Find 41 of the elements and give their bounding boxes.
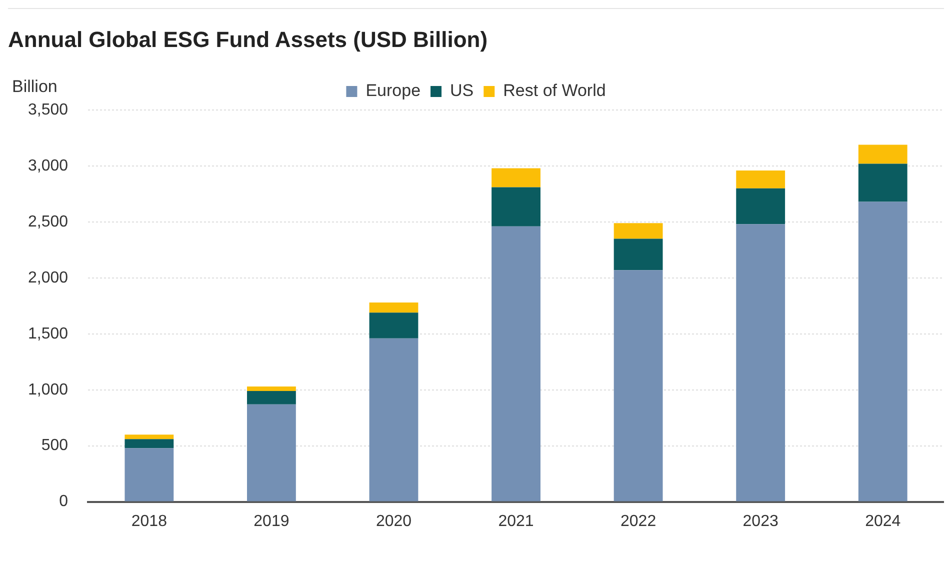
x-tick-label: 2023	[742, 512, 778, 530]
legend-label: Europe	[366, 81, 421, 100]
bar	[492, 226, 540, 502]
x-tick-label: 2021	[498, 512, 534, 530]
bar	[492, 168, 540, 188]
bar	[736, 170, 786, 188]
bar	[858, 202, 908, 502]
bar	[247, 404, 296, 502]
bar	[614, 238, 663, 270]
y-tick-label: 2,000	[28, 269, 68, 286]
x-tick-label: 2020	[376, 512, 412, 530]
bar	[369, 302, 418, 313]
bar	[247, 390, 296, 404]
y-tick-label: 2,500	[28, 213, 68, 230]
bar	[614, 270, 663, 502]
bar	[858, 144, 908, 164]
x-tick-label: 2022	[620, 512, 656, 530]
y-tick-label: 3,500	[28, 101, 68, 118]
y-axis-title: Billion	[12, 77, 58, 96]
legend-label: Rest of World	[503, 81, 606, 100]
y-tick-label: 500	[41, 437, 68, 454]
x-tick-label: 2019	[254, 512, 290, 530]
x-tick-label: 2024	[865, 512, 901, 530]
y-tick-label: 1,500	[28, 325, 68, 342]
legend-label: US	[450, 81, 474, 100]
bar	[858, 164, 908, 202]
y-tick-label: 0	[59, 493, 68, 510]
bar	[124, 434, 174, 440]
bar	[124, 448, 174, 502]
bar	[492, 187, 540, 226]
bar	[736, 224, 786, 502]
bar	[736, 188, 786, 224]
bar	[369, 338, 418, 502]
bar	[124, 439, 174, 448]
bar	[614, 223, 663, 239]
y-tick-label: 1,000	[28, 381, 68, 398]
bar	[247, 386, 296, 391]
x-tick-label: 2018	[131, 512, 168, 530]
chart-title: Annual Global ESG Fund Assets (USD Billion)	[8, 26, 489, 54]
y-tick-label: 3,000	[28, 157, 68, 174]
bar	[369, 312, 418, 338]
